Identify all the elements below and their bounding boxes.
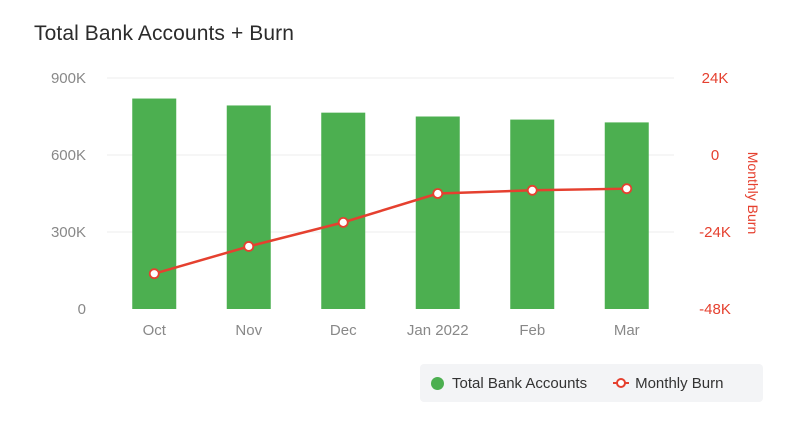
chart-svg: 0 300K 600K 900K -48K -24K 0 24K Monthly Burn O…: [51, 70, 761, 339]
legend: Total Bank Accounts Monthly Burn: [420, 364, 763, 402]
right-tick-label: 0: [711, 147, 719, 164]
right-tick-label: 24K: [702, 70, 729, 87]
left-axis: 0 300K 600K 900K: [51, 70, 86, 318]
left-tick-label: 900K: [51, 70, 86, 87]
x-axis: Oct Nov Dec Jan 2022 Feb Mar: [143, 322, 640, 339]
bar[interactable]: [510, 119, 555, 309]
left-tick-label: 300K: [51, 224, 86, 241]
x-tick-label: Feb: [519, 322, 545, 339]
line-series: [148, 183, 633, 280]
x-tick-label: Dec: [330, 322, 357, 339]
x-tick-label: Mar: [614, 322, 640, 339]
bar[interactable]: [226, 105, 271, 309]
line-point[interactable]: [526, 184, 538, 196]
legend-swatch-bars: [431, 376, 444, 390]
bar-series: [132, 98, 649, 310]
legend-item-total-bank-accounts[interactable]: Total Bank Accounts: [431, 375, 587, 392]
line-point[interactable]: [337, 216, 349, 228]
legend-swatch-line: [613, 377, 630, 389]
line-point[interactable]: [243, 241, 255, 252]
line-point[interactable]: [621, 183, 633, 195]
legend-label: Monthly Burn: [635, 374, 724, 392]
right-tick-label: -48K: [699, 301, 731, 318]
right-axis-title: Monthly Burn: [745, 152, 761, 234]
grid-lines: [107, 77, 674, 233]
bar[interactable]: [604, 122, 649, 309]
legend-item-monthly-burn[interactable]: Monthly Burn: [613, 375, 723, 392]
left-tick-label: 600K: [51, 147, 86, 164]
x-tick-label: Nov: [235, 322, 262, 339]
legend-label: Total Bank Accounts: [452, 374, 588, 392]
bar[interactable]: [321, 112, 366, 310]
x-tick-label: Jan 2022: [407, 322, 469, 339]
x-tick-label: Oct: [143, 322, 167, 339]
right-tick-label: -24K: [699, 224, 731, 241]
left-tick-label: 0: [78, 301, 86, 318]
right-axis: -48K -24K 0 24K Monthly Burn: [699, 70, 761, 318]
line-point[interactable]: [432, 188, 444, 199]
bar[interactable]: [415, 116, 460, 310]
line-path: [153, 187, 627, 275]
line-point[interactable]: [148, 268, 160, 280]
chart-title: Total Bank Accounts + Burn: [34, 22, 295, 45]
